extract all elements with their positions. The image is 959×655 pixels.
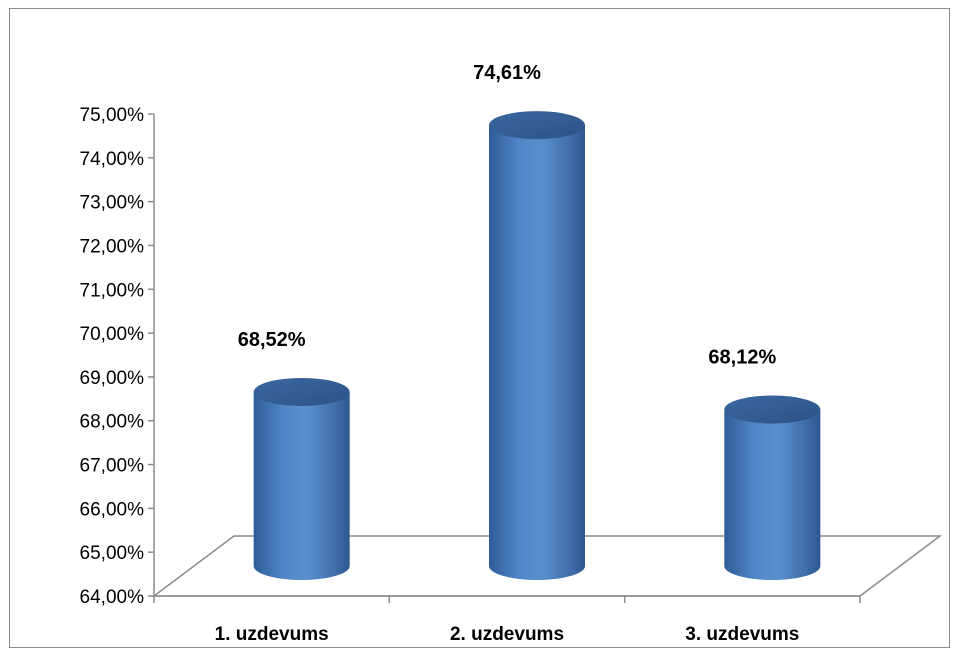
y-tick-label: 67,00% — [80, 456, 145, 477]
bar-body — [253, 391, 350, 580]
y-tick-label: 73,00% — [80, 193, 145, 214]
data-label: 74,61% — [473, 62, 541, 84]
y-tick-label: 69,00% — [80, 368, 145, 389]
y-tick-label: 75,00% — [80, 105, 145, 126]
x-tick-label: 3. uzdevums — [685, 624, 799, 645]
y-tick-label: 64,00% — [80, 587, 145, 608]
y-tick-label: 66,00% — [80, 499, 145, 520]
y-tick-label: 74,00% — [80, 149, 145, 170]
y-tick-label: 65,00% — [80, 543, 145, 564]
data-labels: 68,52% 74,61% 68,12% — [238, 62, 777, 368]
y-tick-label: 72,00% — [80, 236, 145, 257]
x-axis: 1. uzdevums 2. uzdevums 3. uzdevums — [153, 595, 861, 645]
bars — [253, 111, 821, 581]
bar — [489, 111, 585, 581]
bar — [724, 395, 821, 580]
bar-cap — [253, 377, 350, 406]
bar-body — [489, 125, 585, 581]
data-label: 68,12% — [708, 346, 776, 368]
bar-cap — [489, 111, 585, 140]
y-tick-label: 70,00% — [80, 324, 145, 345]
bar-cap — [724, 395, 821, 424]
x-tick-label: 1. uzdevums — [215, 624, 329, 645]
bar — [253, 377, 350, 580]
bar-body — [724, 409, 821, 580]
y-tick-label: 68,00% — [80, 412, 145, 433]
x-tick-label: 2. uzdevums — [450, 624, 564, 645]
data-label: 68,52% — [238, 329, 306, 351]
y-tick-label: 71,00% — [80, 280, 145, 301]
y-axis: 64,00% 65,00% 66,00% 67,00% 68,00% 69,00% 70,0… — [80, 105, 155, 608]
